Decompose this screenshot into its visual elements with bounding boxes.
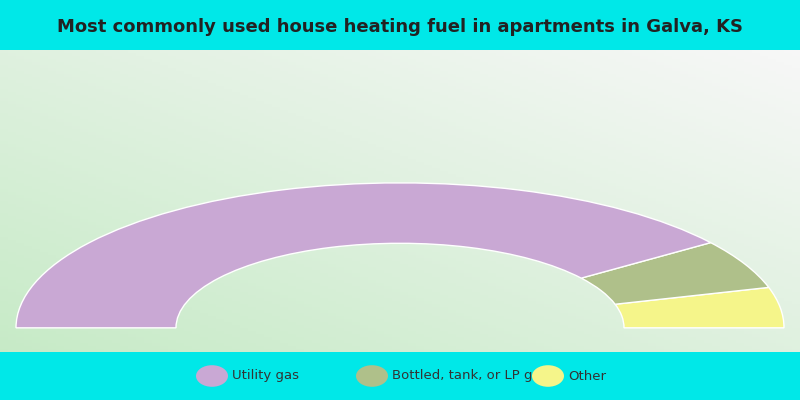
Wedge shape: [16, 183, 710, 328]
Ellipse shape: [196, 365, 228, 387]
Text: Utility gas: Utility gas: [232, 370, 299, 382]
Wedge shape: [582, 243, 769, 304]
Text: Other: Other: [568, 370, 606, 382]
Ellipse shape: [356, 365, 388, 387]
Text: Bottled, tank, or LP gas: Bottled, tank, or LP gas: [392, 370, 547, 382]
Text: Most commonly used house heating fuel in apartments in Galva, KS: Most commonly used house heating fuel in…: [57, 18, 743, 36]
Ellipse shape: [532, 365, 564, 387]
Wedge shape: [615, 287, 784, 328]
